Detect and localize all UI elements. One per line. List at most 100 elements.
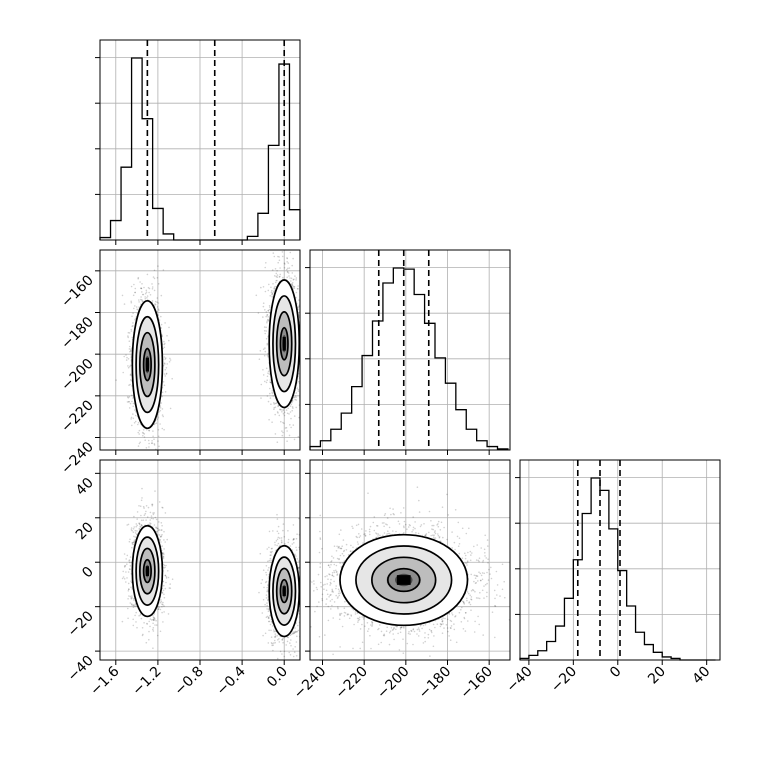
- scatter-point: [160, 327, 162, 329]
- scatter-point: [161, 427, 164, 430]
- scatter-point: [152, 430, 154, 432]
- scatter-point: [273, 286, 276, 288]
- scatter-point: [153, 444, 156, 446]
- scatter-point: [279, 408, 282, 411]
- scatter-point: [128, 332, 131, 334]
- scatter-point: [269, 397, 272, 399]
- scatter-point: [291, 272, 294, 274]
- scatter-point: [287, 407, 290, 410]
- scatter-point: [277, 261, 280, 264]
- scatter-point: [302, 381, 304, 383]
- scatter-point: [121, 294, 124, 297]
- scatter-point: [290, 403, 293, 406]
- scatter-point: [129, 365, 131, 368]
- panel-frame: [309, 249, 511, 451]
- scatter-point: [302, 360, 304, 362]
- scatter-point: [293, 287, 296, 290]
- scatter-point: [138, 301, 140, 303]
- scatter-point: [137, 423, 139, 426]
- scatter-point: [123, 355, 125, 358]
- scatter-point: [138, 429, 141, 432]
- scatter-point: [132, 528, 135, 530]
- scatter-point: [151, 300, 154, 302]
- scatter-point: [305, 362, 307, 364]
- scatter-point: [129, 568, 131, 571]
- scatter-point: [275, 402, 278, 405]
- scatter-point: [295, 399, 298, 401]
- scatter-point: [158, 410, 160, 413]
- scatter-point: [272, 283, 274, 285]
- scatter-point: [125, 359, 128, 361]
- scatter-point: [148, 442, 150, 445]
- scatter-point: [302, 349, 304, 351]
- scatter-point: [266, 342, 269, 345]
- scatter-point: [165, 372, 168, 375]
- scatter-point: [298, 299, 300, 301]
- scatter-point: [132, 604, 135, 606]
- scatter-point: [135, 226, 137, 228]
- panel-frame: [519, 459, 721, 661]
- scatter-point: [134, 317, 137, 320]
- scatter-point: [132, 541, 134, 544]
- scatter-point: [148, 446, 150, 448]
- scatter-point: [145, 505, 148, 507]
- scatter-point: [279, 408, 281, 411]
- scatter-point: [151, 440, 153, 442]
- scatter-point: [265, 262, 267, 264]
- scatter-point: [267, 400, 270, 403]
- scatter-point: [156, 277, 159, 279]
- scatter-point: [115, 379, 117, 381]
- scatter-point: [297, 288, 299, 290]
- scatter-point: [153, 524, 156, 526]
- scatter-point: [127, 365, 129, 367]
- contour-line: [268, 279, 300, 409]
- scatter-point: [148, 291, 150, 294]
- scatter-point: [154, 303, 157, 306]
- scatter-point: [143, 286, 145, 289]
- scatter-point: [163, 553, 165, 556]
- scatter-point: [138, 523, 141, 526]
- scatter-point: [169, 357, 171, 360]
- scatter-point: [295, 277, 298, 279]
- scatter-point: [153, 438, 155, 441]
- scatter-point: [164, 512, 167, 514]
- scatter-point: [133, 283, 135, 286]
- scatter-point: [293, 285, 295, 288]
- scatter-point: [137, 277, 139, 280]
- scatter-point: [162, 269, 165, 271]
- scatter-point: [164, 363, 166, 365]
- scatter-point: [162, 556, 165, 558]
- scatter-point: [143, 237, 145, 239]
- y-tick-label: −240: [58, 439, 97, 478]
- scatter-point: [157, 429, 160, 431]
- scatter-point: [290, 280, 292, 282]
- scatter-point: [127, 331, 130, 334]
- scatter-point: [131, 315, 133, 318]
- scatter-point: [131, 530, 133, 532]
- scatter-point: [164, 375, 166, 377]
- scatter-point: [159, 407, 162, 409]
- scatter-point: [130, 527, 133, 529]
- scatter-point: [301, 371, 303, 373]
- scatter-point: [137, 431, 139, 434]
- scatter-point: [141, 431, 144, 434]
- scatter-point: [270, 286, 272, 289]
- scatter-point: [142, 434, 144, 437]
- scatter-point: [294, 398, 297, 401]
- scatter-point: [154, 624, 156, 626]
- scatter-point: [152, 276, 155, 278]
- scatter-point: [161, 533, 163, 536]
- scatter-point: [301, 331, 303, 333]
- scatter-point: [271, 391, 273, 394]
- scatter-point: [171, 377, 173, 380]
- scatter-point: [134, 305, 136, 307]
- scatter-point: [126, 396, 129, 398]
- scatter-point: [271, 392, 274, 395]
- scatter-point: [282, 431, 284, 434]
- scatter-point: [165, 576, 168, 578]
- scatter-point: [311, 415, 313, 417]
- scatter-point: [277, 405, 280, 407]
- scatter-point: [262, 348, 265, 351]
- scatter-point: [285, 409, 288, 411]
- scatter-point: [289, 237, 291, 239]
